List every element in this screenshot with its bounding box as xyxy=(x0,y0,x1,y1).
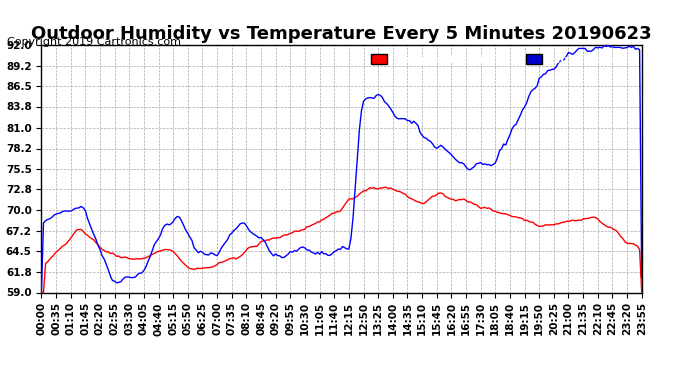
Text: Copyright 2019 Cartronics.com: Copyright 2019 Cartronics.com xyxy=(7,37,181,47)
Title: Outdoor Humidity vs Temperature Every 5 Minutes 20190623: Outdoor Humidity vs Temperature Every 5 … xyxy=(31,26,652,44)
Legend: Temperature (°F), Humidity (%): Temperature (°F), Humidity (%) xyxy=(367,51,636,68)
